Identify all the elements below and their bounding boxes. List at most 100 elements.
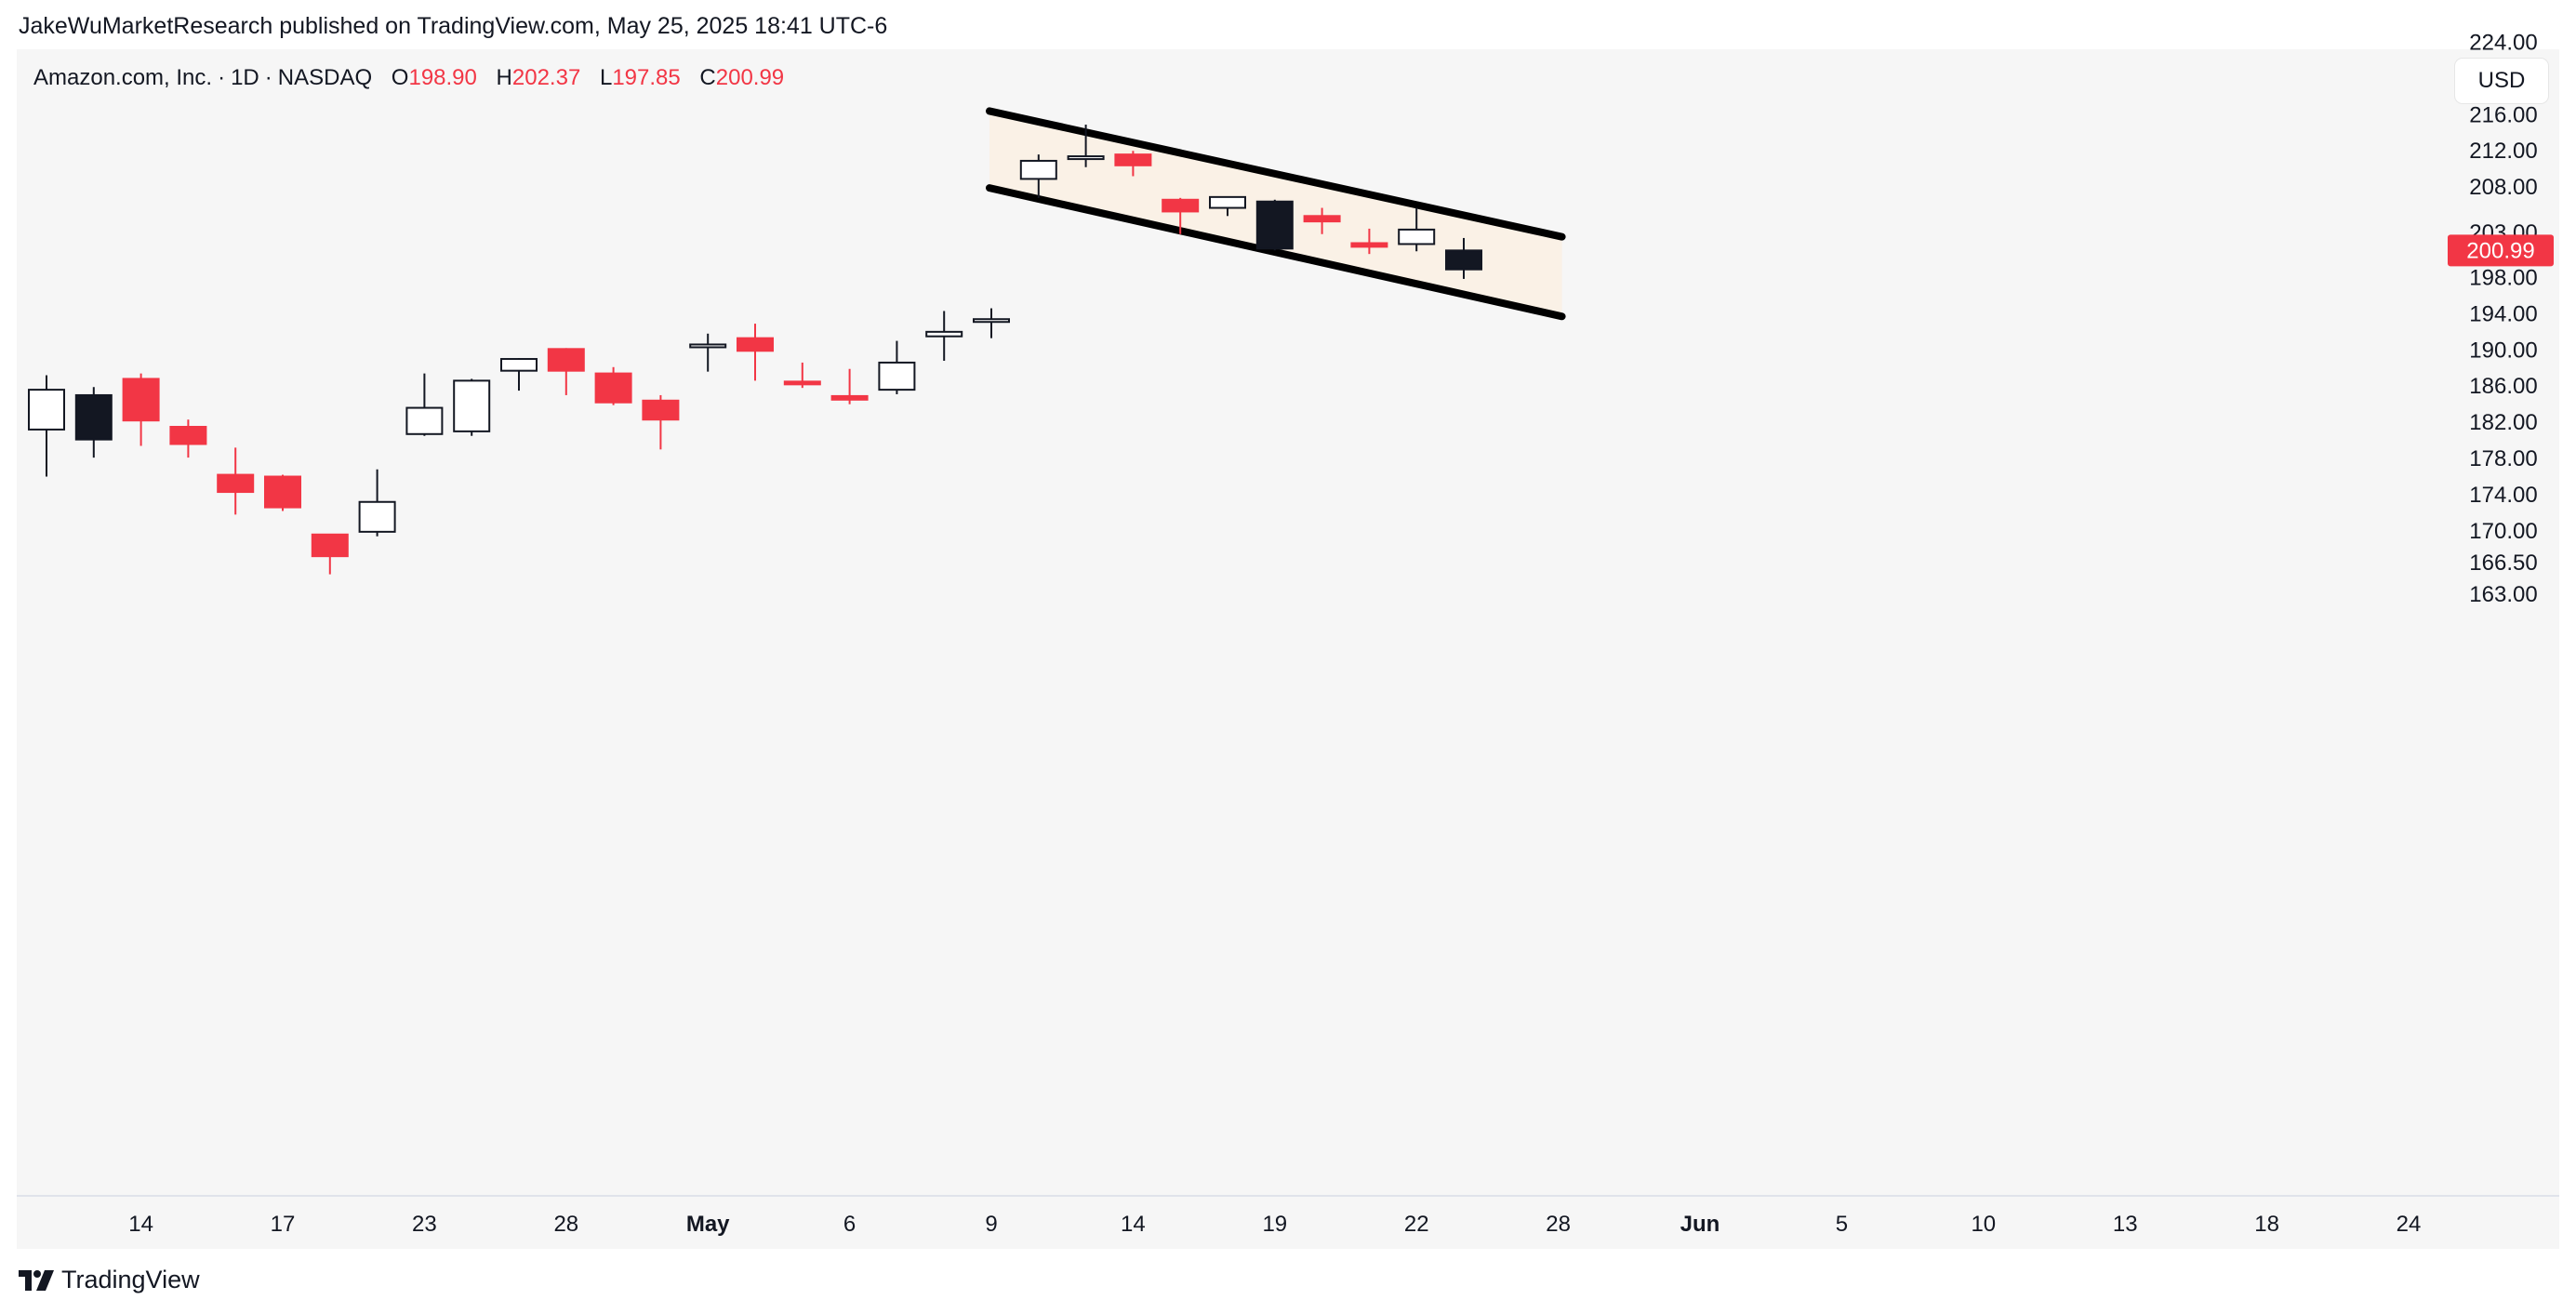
x-tick-label: 9 [985, 1212, 997, 1237]
candle-body [594, 372, 632, 404]
y-tick-label: 182.00 [2469, 410, 2537, 435]
candle-body [1209, 195, 1246, 209]
candle [547, 348, 585, 395]
candle [1255, 199, 1294, 251]
x-tick-label: 10 [1971, 1212, 1996, 1237]
x-tick-label: May [686, 1212, 730, 1237]
price-axis[interactable]: 224.00216.00212.00208.00203.00198.00194.… [2469, 30, 2537, 607]
candle-body [122, 378, 160, 422]
x-tick-label: 24 [2397, 1212, 2422, 1237]
time-axis[interactable]: 14 17 23 28 May 6 9 14 19 22 28 Jun 5 10 13 18 24 [128, 1212, 2421, 1237]
x-tick-label: 6 [843, 1212, 856, 1237]
candle-body [1114, 153, 1152, 166]
candle [1162, 197, 1200, 234]
candle [830, 368, 869, 405]
x-tick-label: 19 [1262, 1212, 1287, 1237]
y-tick-label: 212.00 [2469, 139, 2537, 164]
last-price-label: 200.99 [2466, 238, 2534, 263]
candle-body [74, 393, 113, 441]
x-tick-label: 23 [412, 1212, 437, 1237]
candle-body [878, 361, 916, 391]
footer-brand: TradingView [61, 1266, 200, 1293]
x-tick-label: 5 [1836, 1212, 1848, 1237]
x-tick-label: 22 [1404, 1212, 1429, 1237]
candle [358, 469, 396, 537]
candle [74, 387, 113, 458]
x-tick-label: 18 [2254, 1212, 2279, 1237]
y-tick-label: 190.00 [2469, 338, 2537, 363]
candle [1067, 125, 1105, 167]
low-value: 197.85 [612, 65, 681, 90]
channel-lower-line [986, 184, 1566, 321]
y-tick-label: 216.00 [2469, 102, 2537, 127]
footer-logo[interactable]: TradingView [19, 1266, 200, 1294]
candle-body [264, 475, 301, 509]
candle-body [1019, 159, 1057, 180]
y-tick-label: 170.00 [2469, 519, 2537, 544]
candle-body [1162, 198, 1200, 213]
candle [1019, 154, 1057, 198]
candle [311, 533, 349, 575]
x-tick-label: 13 [2113, 1212, 2138, 1237]
candle [217, 447, 255, 515]
candle [594, 366, 632, 405]
candle [689, 333, 727, 372]
currency-button[interactable]: USD [2455, 59, 2548, 103]
candle-body [500, 358, 538, 372]
candle-body [737, 337, 774, 352]
y-tick-label: 194.00 [2469, 301, 2537, 326]
symbol-legend[interactable]: Amazon.com, Inc. · 1D · NASDAQ O198.90 H202.… [33, 65, 785, 90]
candle-body [453, 379, 491, 432]
candle [1350, 228, 1388, 255]
x-tick-label: 28 [1546, 1212, 1571, 1237]
x-tick-label: Jun [1680, 1212, 1720, 1237]
y-tick-label: 178.00 [2469, 446, 2537, 471]
candle [405, 373, 444, 436]
candle [1209, 195, 1246, 217]
close-value: 200.99 [715, 65, 785, 90]
x-tick-label: 14 [1121, 1212, 1146, 1237]
interval-label[interactable]: 1D [231, 65, 259, 90]
candle-body [547, 348, 585, 372]
candle [28, 375, 65, 477]
candle-body [925, 330, 963, 338]
candle [122, 373, 160, 446]
last-price-marker: 200.99 [2448, 234, 2554, 267]
candle [1398, 207, 1436, 252]
candles [28, 125, 1482, 575]
candle [783, 362, 821, 389]
y-tick-label: 174.00 [2469, 483, 2537, 508]
candle-body [169, 426, 207, 445]
open-value: 198.90 [408, 65, 477, 90]
low-label: L [599, 65, 613, 90]
y-tick-label: 198.00 [2469, 265, 2537, 290]
exchange-label: NASDAQ [277, 65, 373, 90]
candle-body [358, 500, 396, 533]
candle [453, 378, 491, 436]
candle [1445, 237, 1482, 279]
candle [878, 340, 916, 394]
candle-body [405, 406, 444, 435]
y-tick-label: 163.00 [2469, 582, 2537, 607]
candle-body [1255, 200, 1294, 250]
y-tick-label: 166.50 [2469, 550, 2537, 576]
candle-body [642, 399, 680, 421]
candle-body [217, 473, 255, 494]
x-tick-label: 14 [128, 1212, 153, 1237]
high-label: H [496, 65, 512, 90]
candle [169, 419, 207, 458]
candle [1303, 207, 1341, 234]
high-value: 202.37 [511, 65, 581, 90]
candle [973, 308, 1010, 338]
candle [642, 394, 680, 450]
candle [1114, 151, 1152, 177]
candle [925, 311, 963, 361]
open-label: O [391, 65, 409, 90]
tradingview-logo-icon [19, 1269, 54, 1291]
x-tick-label: 28 [553, 1212, 578, 1237]
candle [500, 358, 538, 391]
y-tick-label: 186.00 [2469, 374, 2537, 399]
y-tick-label: 208.00 [2469, 175, 2537, 200]
candle-body [28, 389, 65, 431]
